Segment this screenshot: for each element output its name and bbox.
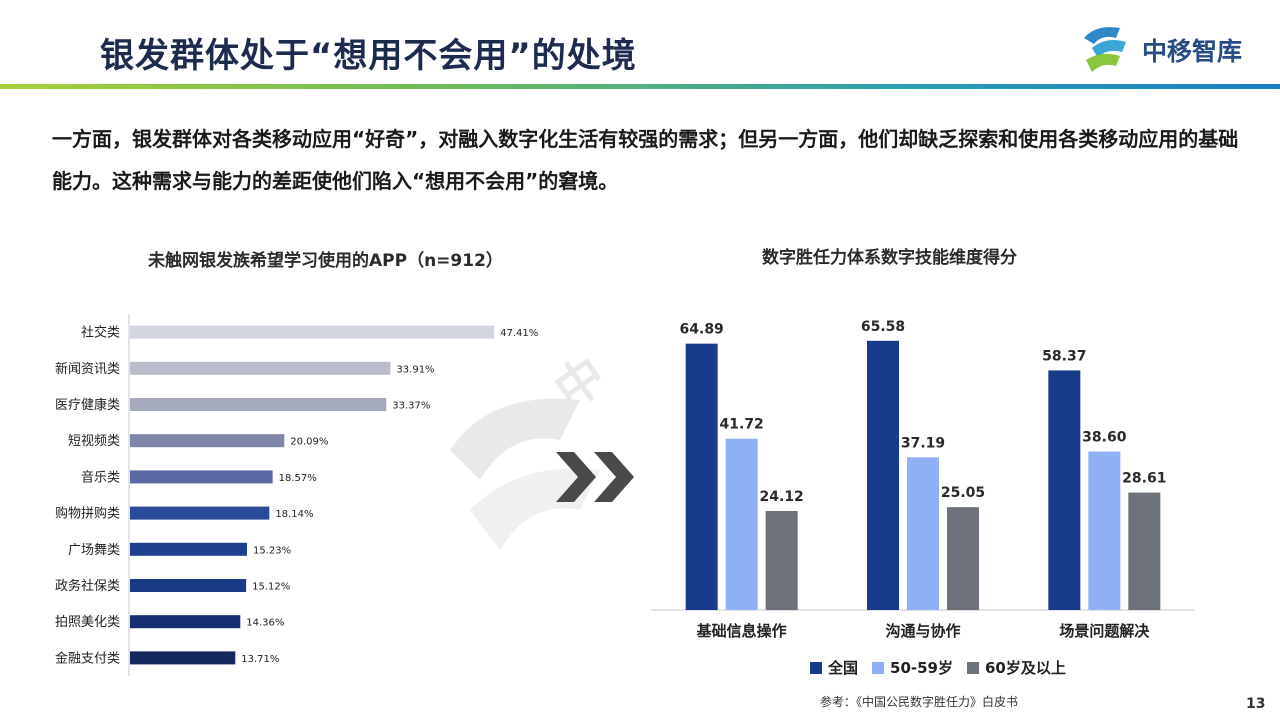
category-label: 广场舞类 (68, 543, 120, 558)
app-preference-bar-chart: 社交类 47.41% 新闻资讯类 33.91% 医疗健康类 33.37% 短视频类 20.09… (55, 314, 538, 676)
legend-swatch-50-59 (872, 661, 885, 674)
legend-label-50-59: 50-59岁 (890, 659, 953, 677)
bar (130, 651, 236, 665)
bar (130, 542, 247, 556)
watermark-logo-icon: 中 (450, 346, 616, 550)
logo-mark-icon (1084, 27, 1126, 72)
data-label: 20.09% (290, 437, 328, 448)
data-label: 28.61 (1122, 471, 1166, 487)
bar (1048, 370, 1081, 610)
legend-item-60-plus: 60岁及以上 (967, 657, 1066, 678)
bar (130, 615, 241, 629)
legend-label-60-plus: 60岁及以上 (985, 659, 1066, 677)
category-label: 基础信息操作 (696, 622, 787, 640)
data-label: 24.12 (760, 489, 804, 505)
bar (130, 434, 285, 448)
chart-legend: 全国 50-59岁 60岁及以上 (810, 657, 1066, 678)
category-label: 沟通与协作 (885, 622, 960, 640)
data-label: 25.05 (941, 485, 985, 501)
category-label: 音乐类 (81, 469, 120, 485)
bar (907, 457, 939, 610)
source-note: 参考：《中国公民数字胜任力》白皮书 (820, 695, 1019, 709)
bar (1128, 492, 1161, 610)
title-divider (0, 84, 1280, 89)
left-chart-title: 未触网银发族希望学习使用的APP（n=912） (148, 251, 503, 271)
data-label: 33.37% (392, 401, 430, 412)
bar (130, 361, 391, 375)
data-label: 15.23% (253, 545, 291, 556)
data-label: 18.57% (279, 473, 317, 484)
bar (765, 510, 798, 610)
category-label: 新闻资讯类 (55, 361, 120, 377)
category-label: 场景问题解决 (1059, 622, 1150, 640)
category-label: 拍照美化类 (55, 615, 120, 630)
bar (867, 340, 899, 610)
double-chevron-right-icon (556, 452, 634, 502)
slide-title: 银发群体处于“想用不会用”的处境 (100, 36, 637, 76)
data-label: 64.89 (680, 322, 724, 338)
category-label: 短视频类 (68, 434, 120, 449)
legend-item-national: 全国 (810, 657, 858, 678)
legend-swatch-national (810, 661, 822, 674)
data-label: 65.58 (861, 319, 905, 335)
legend-item-50-59: 50-59岁 (872, 657, 953, 678)
bar (947, 507, 979, 610)
data-label: 14.36% (246, 618, 284, 629)
data-label: 15.12% (252, 582, 290, 593)
data-label: 47.41% (500, 328, 538, 339)
legend-label-national: 全国 (828, 659, 859, 677)
category-label: 社交类 (81, 325, 120, 341)
data-label: 37.19 (901, 435, 945, 451)
category-label: 购物拼购类 (55, 506, 120, 522)
bar (725, 438, 758, 610)
right-chart-title: 数字胜任力体系数字技能维度得分 (762, 248, 1017, 268)
data-label: 18.14% (275, 509, 313, 520)
category-label: 金融支付类 (55, 650, 120, 666)
bar (130, 470, 273, 484)
data-label: 33.91% (396, 364, 434, 375)
logo: 中移智库 (1076, 20, 1256, 76)
data-label: 38.60 (1082, 430, 1127, 446)
bar (130, 506, 270, 520)
legend-swatch-60-plus (967, 661, 979, 674)
intro-paragraph: 一方面，银发群体对各类移动应用“好奇”，对融入数字化生活有较强的需求；但另一方面… (52, 127, 1239, 193)
data-label: 58.37 (1042, 348, 1086, 364)
page-number: 13 (1246, 696, 1266, 712)
data-label: 13.71% (241, 654, 279, 665)
bar (130, 579, 247, 592)
category-label: 政务社保类 (55, 578, 120, 594)
bar (130, 325, 495, 339)
category-label: 医疗健康类 (55, 397, 120, 413)
bar (1088, 451, 1121, 610)
bar (130, 398, 387, 411)
data-label: 41.72 (720, 417, 764, 433)
logo-text: 中移智库 (1142, 37, 1243, 66)
bar (685, 343, 718, 610)
